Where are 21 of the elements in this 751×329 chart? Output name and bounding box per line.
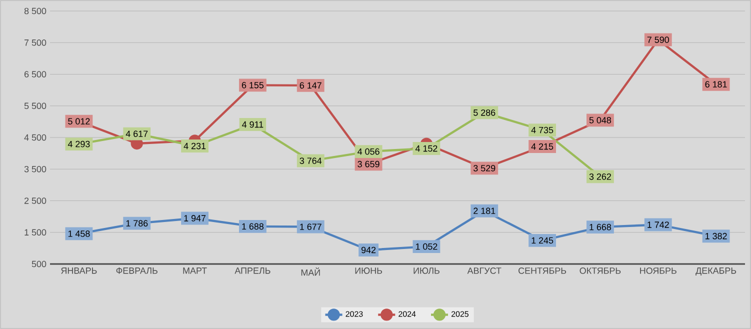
y-tick-label: 4 500 (24, 134, 46, 141)
x-tick-label: МАРТ (183, 268, 207, 274)
y-tick-label: 6 500 (24, 71, 46, 78)
x-tick-label: ИЮЛЬ (414, 268, 440, 274)
x-tick-label: НОЯБРЬ (640, 268, 676, 274)
x-tick-label: ИЮНЬ (355, 268, 382, 274)
x-tick-label: ФЕВРАЛЬ (116, 268, 158, 274)
x-tick-label: АПРЕЛЬ (234, 268, 270, 274)
y-tick-label: 8 500 (24, 8, 46, 14)
x-tick-label: МАЙ (301, 268, 320, 276)
x-tick-label: ДЕКАБРЬ (696, 268, 736, 276)
y-tick-label: 2 500 (24, 198, 46, 204)
y-tick-label: 1 500 (24, 229, 46, 236)
y-tick-label: 3 500 (24, 166, 46, 172)
x-tick-label: АВГУСТ (467, 268, 502, 274)
y-tick-label: 5 500 (24, 102, 46, 110)
x-tick-label: СЕНТЯБРЬ (518, 268, 566, 274)
y-tick-label: 500 (32, 260, 46, 268)
x-tick-label: ЯНВАРЬ (61, 268, 97, 274)
y-tick-label: 7 500 (24, 39, 46, 46)
x-tick-label: ОКТЯБРЬ (580, 268, 621, 274)
